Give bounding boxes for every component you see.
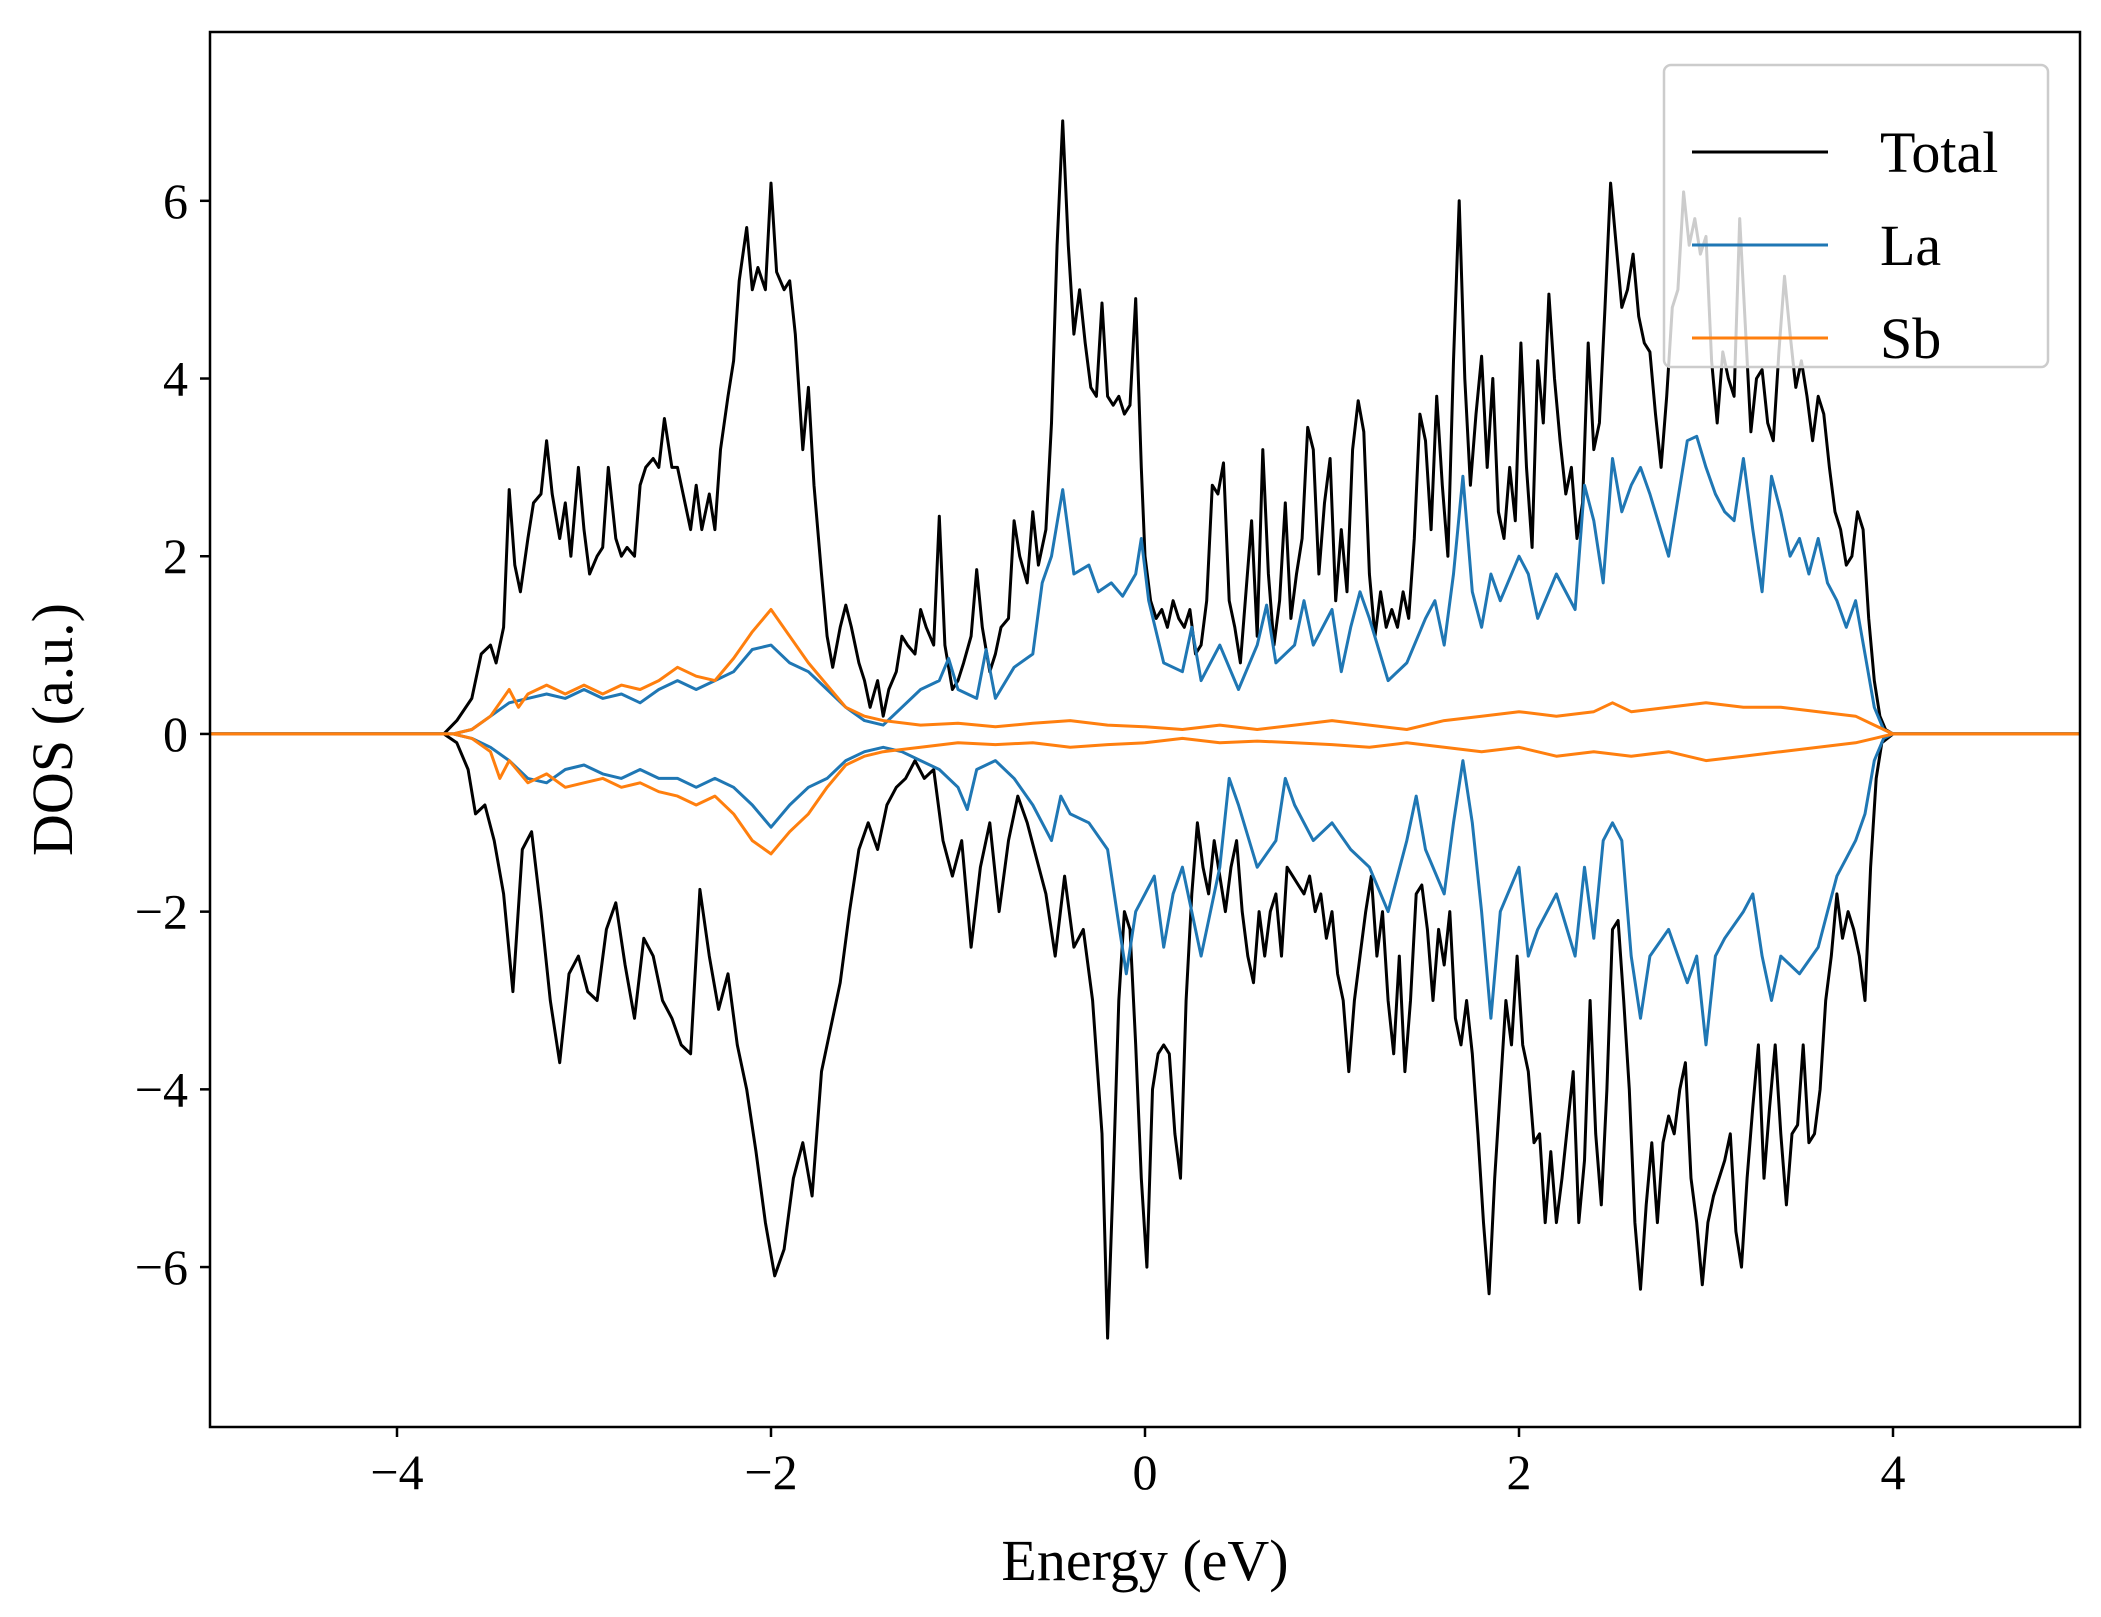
x-tick-label: 2	[1507, 1444, 1532, 1500]
ticks-layer: −4 −2 0 2 4 −6 −4 −2 0 2 4 6	[135, 173, 1906, 1500]
legend-label-la: La	[1880, 213, 1941, 278]
legend-label-total: Total	[1880, 120, 1998, 185]
x-tick-label: 4	[1881, 1444, 1906, 1500]
legend-label-sb: Sb	[1880, 306, 1941, 371]
y-tick-label: −2	[135, 884, 188, 940]
legend-box	[1662, 63, 2050, 369]
series-line-total-down	[210, 732, 2080, 1340]
x-tick-label: −2	[744, 1444, 797, 1500]
x-tick-label: −4	[370, 1444, 423, 1500]
y-tick-label: 6	[163, 173, 188, 229]
series-layer	[210, 119, 2080, 1340]
y-tick-label: 4	[163, 351, 188, 407]
y-tick-label: 0	[163, 706, 188, 762]
y-tick-label: −4	[135, 1061, 188, 1117]
series-line-total-up	[210, 119, 2080, 736]
series-line-sb-down	[210, 732, 2080, 856]
x-axis-label: Energy (eV)	[1001, 1528, 1288, 1593]
y-axis-label: DOS (a.u.)	[20, 603, 85, 856]
y-tick-label: 2	[163, 528, 188, 584]
legend: Total La Sb	[1662, 63, 2050, 371]
y-tick-label: −6	[135, 1239, 188, 1295]
x-tick-label: 0	[1133, 1444, 1158, 1500]
series-line-la-up	[210, 434, 2080, 736]
series-line-sb-up	[210, 608, 2080, 736]
series-line-la-down	[210, 732, 2080, 1047]
